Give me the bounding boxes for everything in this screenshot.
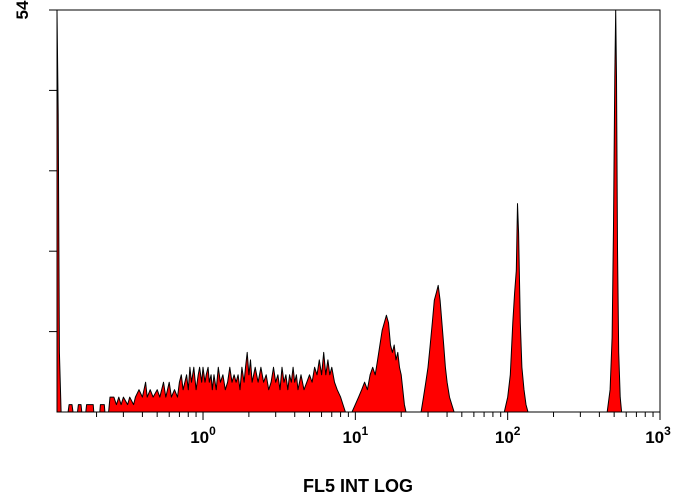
plot-frame [56, 9, 661, 413]
y-axis-max-label: 54 [13, 0, 32, 19]
x-tick-label: 102 [495, 424, 521, 447]
y-axis-ticks [49, 9, 57, 333]
x-axis-ticks: 100 101 102 103 [96, 412, 671, 447]
x-tick-label: 100 [190, 424, 216, 447]
x-tick-label: 101 [343, 424, 369, 447]
x-tick-label: 103 [645, 424, 671, 447]
x-axis-title: FL5 INT LOG [303, 476, 413, 496]
histogram-area [56, 9, 661, 413]
